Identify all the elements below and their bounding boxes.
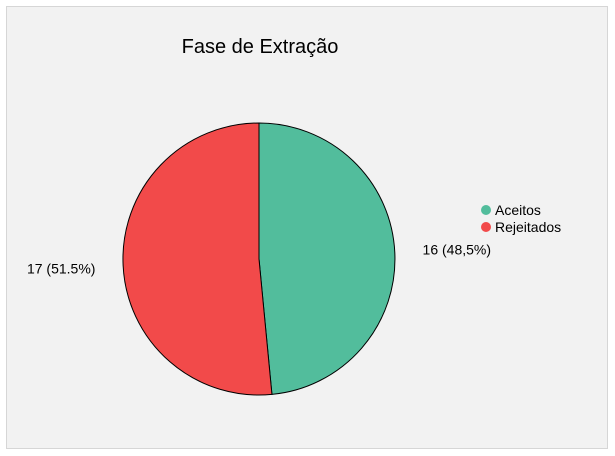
data-label-rejeitados: 17 (51.5%) bbox=[27, 260, 95, 276]
pie-slice-rejeitados bbox=[122, 122, 273, 396]
data-label-aceitos: 16 (48,5%) bbox=[423, 242, 491, 258]
pie-slice-aceitos bbox=[258, 122, 396, 395]
legend-marker-aceitos bbox=[481, 205, 491, 215]
chart-title: Fase de Extração bbox=[182, 36, 339, 58]
pie-slices bbox=[122, 122, 396, 396]
legend-label-aceitos: Aceitos bbox=[495, 202, 541, 218]
legend-label-rejeitados: Rejeitados bbox=[495, 219, 561, 235]
data-labels: 16 (48,5%) 17 (51.5%) bbox=[27, 242, 491, 277]
legend-marker-rejeitados bbox=[481, 222, 491, 232]
